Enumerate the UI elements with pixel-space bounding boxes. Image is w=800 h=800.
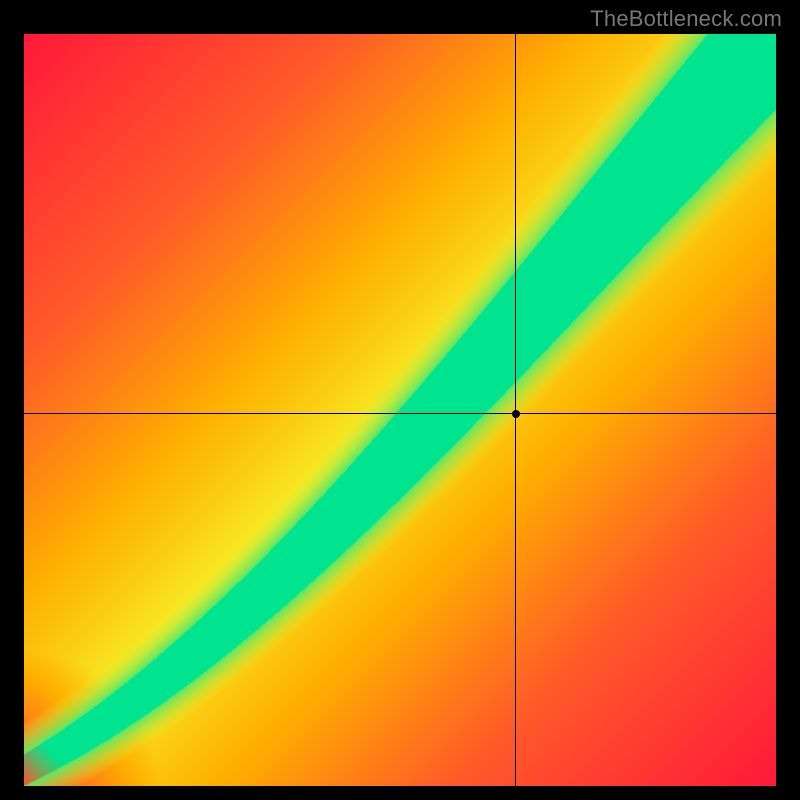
figure-container: TheBottleneck.com [0, 0, 800, 800]
heatmap-canvas [24, 34, 776, 786]
heatmap-plot [24, 34, 776, 786]
watermark-text: TheBottleneck.com [590, 6, 782, 32]
